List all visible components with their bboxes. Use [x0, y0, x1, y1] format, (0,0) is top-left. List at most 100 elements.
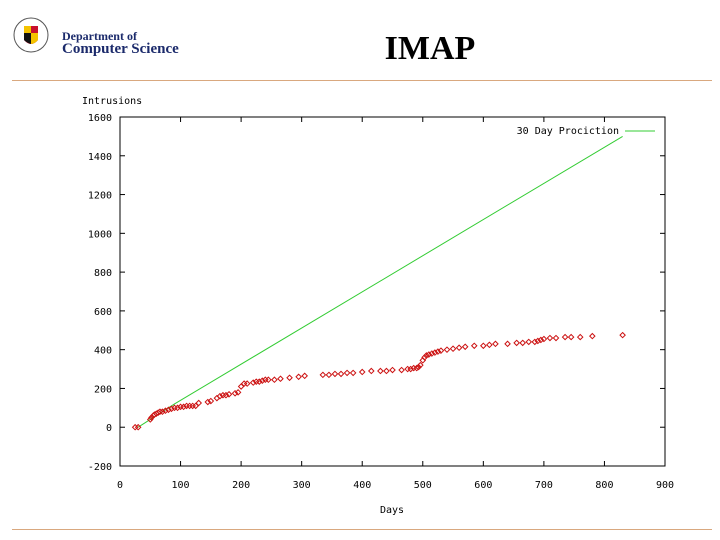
data-point	[525, 338, 533, 346]
data-point	[449, 345, 457, 353]
data-point	[619, 331, 626, 339]
intrusion-points	[131, 331, 626, 431]
data-point	[531, 338, 539, 346]
data-point	[343, 369, 351, 377]
y-tick-label: 800	[94, 268, 112, 279]
data-point	[319, 371, 327, 379]
data-point	[146, 416, 154, 423]
data-point	[417, 361, 424, 369]
university-seal-icon	[13, 17, 49, 53]
data-point	[301, 372, 309, 380]
data-point	[480, 342, 487, 350]
data-point	[255, 378, 263, 385]
data-point	[425, 351, 433, 358]
data-point	[162, 407, 169, 415]
x-tick-label: 500	[414, 480, 432, 491]
data-point	[513, 339, 520, 347]
data-point	[174, 404, 181, 412]
y-tick-label: 1000	[88, 229, 112, 240]
x-tick-label: 100	[172, 480, 190, 491]
data-point	[295, 373, 302, 381]
data-point	[434, 348, 442, 355]
data-point	[271, 376, 278, 384]
data-point	[576, 333, 584, 341]
data-point	[222, 391, 230, 399]
data-point	[265, 376, 272, 384]
y-axis-label: Intrusions	[82, 96, 142, 107]
data-point	[195, 399, 203, 407]
data-point	[231, 389, 239, 397]
data-point	[165, 406, 172, 414]
slide-header: Department of Computer Science IMAP	[0, 0, 720, 84]
legend-label: 30 Day Prociction	[517, 126, 619, 137]
data-point	[367, 367, 375, 375]
data-point	[407, 365, 414, 373]
y-tick-label: 400	[94, 346, 112, 357]
x-tick-label: 800	[595, 480, 613, 491]
data-point	[423, 352, 430, 359]
data-point	[546, 334, 554, 342]
y-axis-ticks: -200 0 200 400 600 800 1000 1200 1400 1600	[88, 113, 665, 473]
x-tick-label: 200	[232, 480, 250, 491]
data-point	[537, 336, 545, 344]
data-point	[389, 366, 396, 374]
data-point	[398, 366, 405, 374]
x-tick-label: 400	[353, 480, 371, 491]
data-point	[589, 332, 596, 340]
data-point	[540, 335, 548, 343]
data-point	[431, 349, 439, 356]
x-tick-label: 600	[474, 480, 492, 491]
data-point	[413, 364, 421, 372]
data-point	[134, 423, 142, 431]
y-tick-label: 200	[94, 384, 112, 395]
y-tick-label: 1600	[88, 113, 112, 124]
data-point	[277, 375, 284, 383]
data-point	[204, 398, 212, 406]
department-logotype: Department of Computer Science	[62, 30, 179, 57]
data-point	[156, 408, 164, 416]
y-tick-label: 1200	[88, 191, 112, 202]
data-point	[421, 354, 428, 361]
data-point	[168, 405, 175, 413]
slide-title: IMAP	[384, 30, 476, 67]
data-point	[377, 367, 384, 375]
data-point	[561, 333, 569, 341]
data-point	[349, 369, 357, 377]
data-point	[519, 339, 527, 347]
data-point	[415, 363, 422, 371]
data-point	[192, 402, 200, 410]
x-axis-label: Days	[380, 505, 404, 516]
data-point	[552, 334, 560, 342]
data-point	[470, 342, 478, 350]
header-divider	[12, 80, 712, 81]
x-tick-label: 0	[117, 480, 123, 491]
x-tick-label: 300	[293, 480, 311, 491]
data-point	[216, 392, 224, 400]
data-point	[180, 403, 187, 411]
legend: 30 Day Prociction	[517, 126, 655, 137]
data-point	[455, 344, 463, 352]
dept-line1: Department of	[62, 29, 137, 43]
x-tick-label: 700	[535, 480, 553, 491]
data-point	[428, 350, 436, 357]
data-point	[286, 374, 293, 382]
data-point	[443, 346, 451, 353]
data-point	[249, 379, 257, 386]
x-tick-label: 900	[656, 480, 674, 491]
intrusions-chart: Intrusions -2000200400600800100012001400…	[82, 96, 674, 516]
data-point	[234, 389, 242, 396]
data-point	[337, 370, 345, 378]
y-tick-label: 1400	[88, 152, 112, 163]
data-point	[159, 408, 166, 416]
data-point	[358, 368, 366, 376]
prediction-line	[137, 135, 623, 428]
data-point	[383, 367, 390, 375]
data-point	[225, 390, 233, 398]
y-tick-label: 600	[94, 307, 112, 318]
x-axis-ticks: 0 100 200 300 400 500 600 700 800 900	[117, 117, 674, 491]
data-point	[237, 383, 245, 390]
y-tick-label: -200	[88, 462, 112, 473]
data-point	[461, 343, 469, 351]
data-point	[331, 370, 339, 378]
y-tick-label: 0	[106, 423, 112, 434]
